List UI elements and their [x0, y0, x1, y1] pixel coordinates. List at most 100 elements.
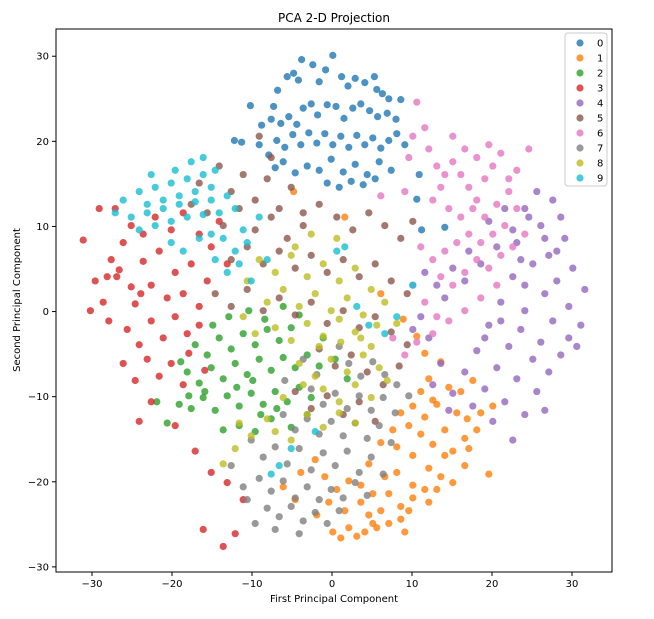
point-8-14 — [359, 311, 367, 319]
point-2-33 — [153, 398, 161, 406]
point-4-27 — [493, 364, 501, 372]
point-3-6 — [99, 298, 107, 306]
point-1-36 — [325, 498, 333, 506]
point-8-4 — [319, 260, 327, 268]
point-7-20 — [351, 479, 359, 487]
point-8-2 — [287, 251, 295, 259]
series-7 — [227, 342, 413, 538]
point-5-26 — [291, 264, 299, 272]
point-0-70 — [347, 177, 355, 185]
point-2-46 — [245, 307, 253, 315]
point-8-18 — [319, 332, 327, 340]
point-6-12 — [497, 149, 505, 157]
point-0-65 — [375, 158, 383, 166]
point-0-34 — [383, 109, 391, 117]
series-2 — [153, 302, 351, 436]
point-4-43 — [461, 277, 469, 285]
point-1-51 — [477, 409, 485, 417]
point-3-3 — [107, 256, 115, 264]
point-7-46 — [391, 409, 399, 417]
point-1-52 — [489, 402, 497, 410]
point-2-28 — [259, 400, 267, 408]
point-9-30 — [235, 260, 243, 268]
point-1-39 — [365, 511, 373, 519]
point-9-0 — [135, 187, 143, 196]
point-5-33 — [403, 290, 411, 298]
point-1-10 — [453, 409, 461, 417]
y-tick-label: −30 — [28, 562, 49, 573]
point-8-35 — [335, 409, 343, 417]
point-5-18 — [349, 226, 357, 234]
point-4-25 — [545, 368, 553, 376]
point-3-19 — [123, 325, 131, 334]
y-tick-label: −20 — [28, 477, 49, 488]
point-5-49 — [347, 351, 355, 359]
point-9-37 — [195, 234, 203, 242]
point-7-6 — [319, 449, 327, 457]
point-0-74 — [238, 138, 246, 146]
point-6-32 — [429, 256, 437, 264]
point-3-8 — [127, 283, 135, 291]
point-2-16 — [267, 366, 275, 374]
point-9-10 — [127, 213, 135, 221]
point-9-23 — [231, 204, 239, 213]
point-4-19 — [517, 325, 525, 334]
point-8-5 — [335, 277, 343, 285]
point-4-61 — [497, 317, 505, 325]
point-0-19 — [258, 121, 266, 129]
point-1-67 — [297, 468, 305, 477]
point-0-23 — [293, 120, 301, 128]
point-7-56 — [381, 370, 389, 379]
point-0-13 — [351, 74, 359, 82]
point-8-27 — [375, 364, 383, 372]
point-4-31 — [481, 385, 489, 393]
point-9-29 — [223, 268, 231, 277]
point-0-24 — [299, 104, 307, 112]
point-3-40 — [219, 542, 227, 551]
point-2-47 — [261, 315, 269, 323]
point-9-17 — [183, 213, 191, 221]
point-0-53 — [385, 136, 393, 145]
point-1-66 — [311, 456, 319, 464]
point-8-25 — [343, 368, 351, 376]
point-3-0 — [79, 236, 87, 244]
point-8-41 — [231, 444, 239, 453]
point-9-24 — [239, 226, 247, 234]
point-4-42 — [441, 294, 449, 302]
point-5-34 — [211, 290, 219, 298]
point-0-64 — [363, 170, 371, 179]
point-1-60 — [377, 439, 385, 447]
point-1-13 — [461, 434, 469, 442]
point-1-63 — [345, 477, 353, 485]
point-1-72 — [393, 468, 401, 477]
point-9-39 — [255, 213, 263, 221]
series-4 — [409, 187, 589, 444]
point-8-6 — [351, 264, 359, 272]
point-7-19 — [339, 494, 347, 502]
point-2-29 — [271, 387, 279, 396]
point-1-31 — [353, 532, 361, 540]
point-7-45 — [379, 393, 387, 402]
point-6-27 — [489, 230, 497, 238]
point-9-46 — [393, 313, 401, 321]
point-0-25 — [307, 100, 315, 108]
point-9-49 — [275, 462, 283, 470]
legend-item-7: 7 — [576, 144, 603, 155]
x-tick-label: 30 — [566, 579, 579, 590]
point-4-55 — [445, 406, 453, 414]
point-6-35 — [449, 281, 457, 289]
point-2-53 — [185, 392, 193, 400]
point-7-51 — [271, 525, 279, 534]
point-4-46 — [509, 226, 517, 234]
point-2-43 — [343, 375, 351, 383]
point-6-54 — [525, 145, 533, 153]
point-2-54 — [177, 358, 185, 366]
point-9-1 — [143, 200, 151, 208]
point-6-7 — [457, 170, 465, 179]
point-3-33 — [135, 417, 143, 425]
legend-label: 1 — [597, 54, 603, 65]
point-8-49 — [393, 319, 401, 328]
point-1-71 — [429, 440, 437, 448]
point-8-8 — [263, 298, 271, 306]
point-7-16 — [303, 483, 311, 491]
